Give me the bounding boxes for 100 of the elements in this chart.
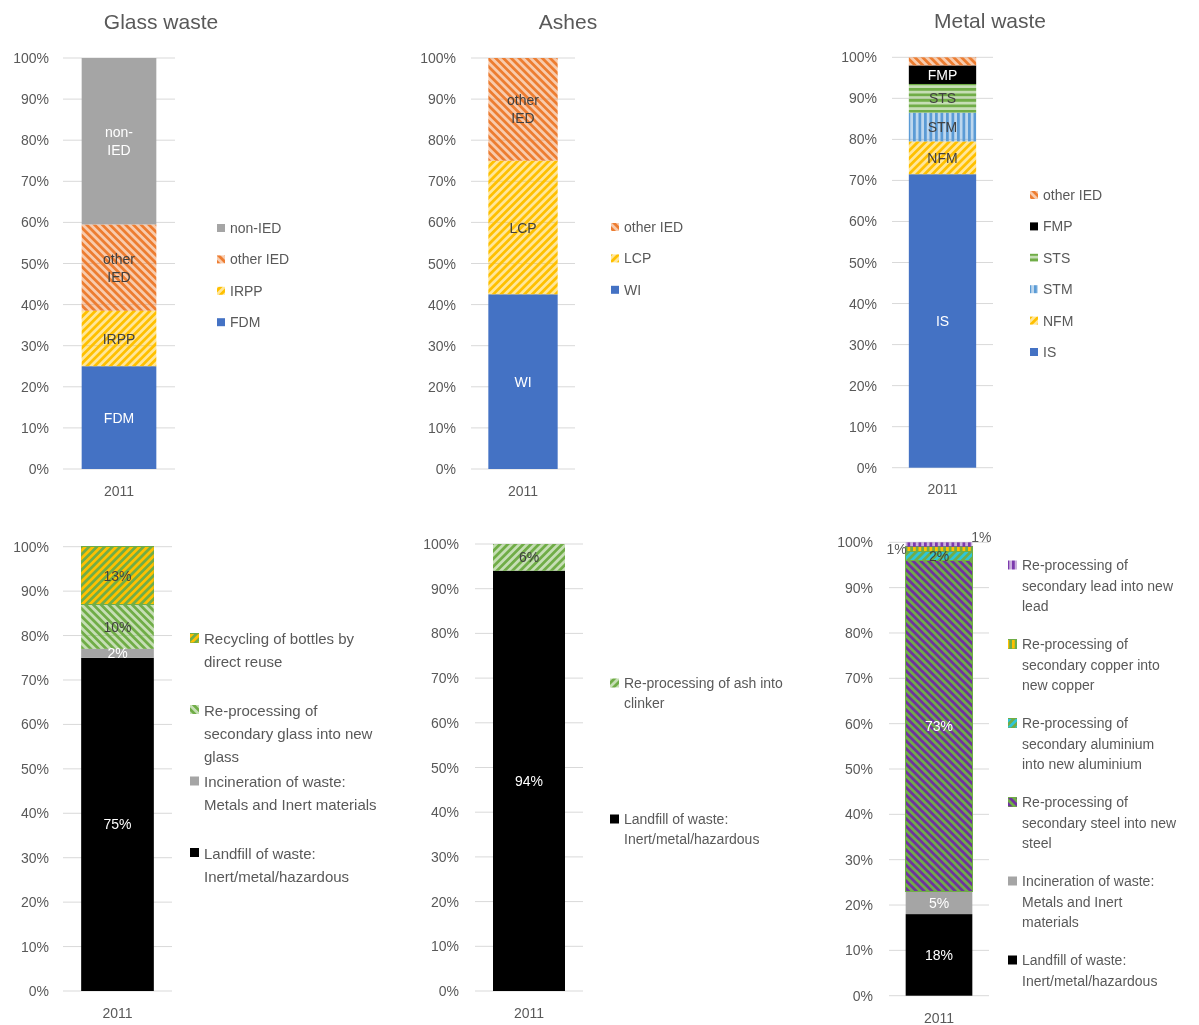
data-label: 13% [103, 567, 132, 584]
y-tick-label: 20% [430, 893, 459, 910]
y-tick-label: 50% [848, 254, 877, 271]
y-tick-label: 100% [13, 538, 49, 555]
legend-label: Re-processing of secondary glass into new glass [204, 701, 373, 764]
data-label: LCP [509, 219, 537, 236]
legend-label: STM [1043, 281, 1073, 298]
legend-label: Re-processing of secondary copper into new copper [1022, 636, 1160, 693]
legend-label: Incineration of waste: Metals and Inert materials [1022, 873, 1155, 930]
y-tick-label: 70% [848, 172, 877, 189]
bar [905, 560, 973, 892]
legend-label: STS [1043, 249, 1071, 266]
y-tick-label: 20% [427, 378, 456, 395]
chart-title: Glass waste [103, 10, 219, 33]
legend-label: WI [624, 281, 642, 298]
chart-title: Metal waste [933, 9, 1047, 32]
y-tick-label: 90% [844, 579, 873, 596]
y-tick-label: 50% [844, 761, 873, 777]
legend-label: Landfill of waste: Inert/metal/hazardous [1022, 952, 1158, 989]
y-tick-label: 70% [20, 671, 49, 688]
x-tick-label: 2011 [923, 1010, 955, 1025]
y-tick-label: 40% [20, 805, 49, 822]
legend-label: IS [1043, 344, 1057, 360]
y-tick-label: 60% [430, 714, 459, 731]
y-tick-label: 10% [430, 938, 459, 955]
y-tick-label: 20% [20, 378, 49, 395]
bar [488, 58, 558, 161]
y-tick-label: 80% [430, 625, 459, 642]
y-tick-label: 100% [420, 50, 456, 66]
y-tick-label: 20% [848, 377, 877, 394]
y-tick-label: 30% [427, 337, 456, 354]
y-tick-label: 50% [430, 759, 459, 776]
data-label: STM [927, 119, 958, 136]
y-tick-label: 40% [427, 296, 456, 313]
y-tick-label: 60% [20, 716, 49, 733]
data-label: 2% [107, 645, 128, 662]
y-tick-label: 80% [20, 132, 49, 149]
y-tick-label: 10% [427, 419, 456, 436]
chart-title: Ashes [538, 10, 598, 33]
x-tick-label: 2011 [927, 481, 958, 497]
x-tick-label: 2011 [507, 483, 539, 499]
y-tick-label: 40% [848, 295, 877, 312]
legend-label: Re-processing of secondary lead into new lead [1022, 557, 1174, 614]
y-tick-label: 50% [20, 760, 49, 777]
y-tick-label: 0% [435, 461, 456, 477]
y-tick-label: 10% [848, 418, 877, 435]
y-tick-label: 50% [427, 255, 456, 272]
y-tick-label: 0% [856, 459, 877, 476]
legend-label: Landfill of waste: Inert/metal/hazardous [204, 844, 350, 884]
y-tick-label: 30% [430, 848, 459, 865]
y-tick-label: 60% [848, 213, 877, 230]
legend-label: Incineration of waste: Metals and Inert materials [204, 772, 377, 813]
legend-label: Re-processing of ash into clinker [624, 675, 783, 711]
data-label: 94% [514, 772, 544, 789]
y-tick-label: 100% [423, 536, 459, 552]
bar [905, 914, 973, 996]
y-tick-label: 40% [430, 804, 459, 821]
legend-label: LCP [624, 250, 652, 267]
y-tick-label: 20% [844, 897, 873, 914]
bar [908, 141, 977, 175]
data-label: IRPP [102, 330, 136, 347]
x-tick-label: 2011 [103, 483, 135, 499]
legend-label: Landfill of waste: Inert/metal/hazardous [624, 811, 760, 847]
y-tick-label: 90% [20, 91, 49, 108]
y-tick-label: 100% [841, 49, 877, 66]
bar [908, 174, 977, 468]
bar [488, 160, 558, 295]
y-tick-label: 80% [848, 131, 877, 148]
y-tick-label: 80% [20, 627, 49, 644]
data-label: other IED [507, 92, 540, 127]
y-tick-label: 60% [20, 214, 49, 231]
x-tick-label: 2011 [102, 1005, 133, 1021]
y-tick-label: 90% [430, 580, 459, 597]
legend-label: Recycling of bottles by direct reuse [204, 629, 355, 670]
y-tick-label: 90% [848, 90, 877, 107]
data-label: 6% [518, 549, 540, 566]
data-label: non-IED [104, 124, 134, 159]
data-label: STS [928, 90, 957, 107]
y-tick-label: 0% [438, 983, 459, 999]
y-tick-label: 40% [20, 296, 49, 313]
y-tick-label: 80% [844, 624, 873, 641]
data-label: FDM [103, 409, 135, 426]
y-tick-label: 100% [837, 534, 873, 551]
y-tick-label: 70% [20, 173, 49, 190]
data-label: 1% [971, 529, 992, 546]
y-tick-label: 70% [430, 670, 459, 687]
y-tick-label: 10% [20, 419, 49, 436]
y-tick-label: 30% [844, 851, 873, 868]
y-tick-label: 30% [848, 336, 877, 353]
bar [908, 83, 977, 113]
y-tick-label: 40% [844, 806, 873, 823]
bar [81, 366, 157, 469]
y-tick-label: 0% [28, 461, 49, 477]
legend-label: NFM [1043, 312, 1074, 329]
y-tick-label: 70% [844, 670, 873, 687]
y-tick-label: 50% [20, 255, 49, 272]
y-tick-label: 60% [844, 715, 873, 732]
y-tick-label: 90% [427, 91, 456, 108]
data-label: NFM [927, 149, 958, 166]
y-tick-label: 70% [427, 173, 456, 190]
